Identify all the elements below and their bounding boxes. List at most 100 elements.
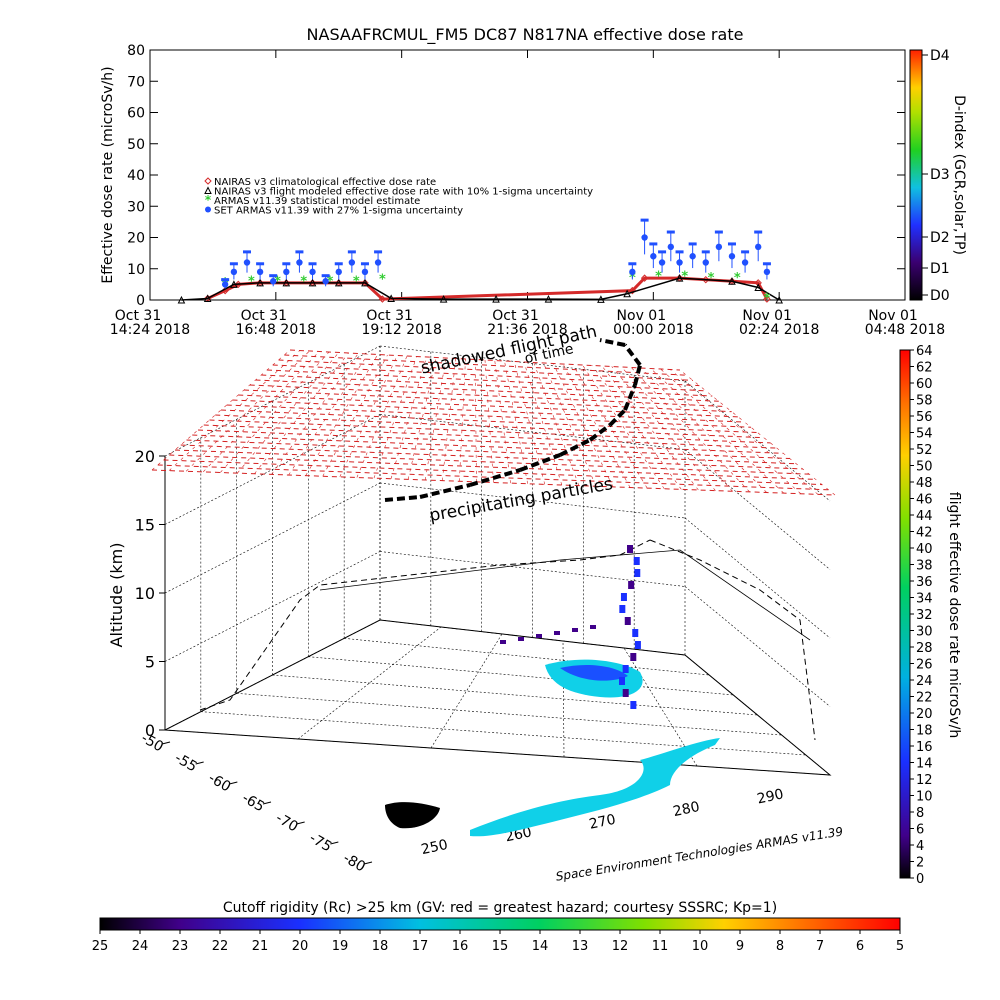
data-point [741, 259, 749, 266]
lat-tick [161, 741, 171, 745]
legend-label: ARMAS v11.39 statistical model estimate [214, 196, 420, 207]
particle-plane-line [373, 356, 418, 479]
data-point: * [353, 274, 360, 289]
top-y-axis: 0 10 20 30 40 50 60 70 80 [127, 43, 905, 309]
particle-plane-line [611, 366, 716, 491]
colorbar-tick-label: 36 [916, 575, 933, 590]
y-tick-label: 70 [127, 74, 145, 90]
colorbar-tick-label: 44 [916, 509, 933, 524]
colorbar-tick-label: 2 [916, 856, 924, 871]
colorbar-tick-label: 13 [572, 939, 589, 954]
lon-tick-label: 280 [672, 799, 701, 820]
lat-tick-label: -65 [239, 790, 267, 815]
particle-plane-line [272, 364, 700, 387]
y-tick-label: 10 [127, 262, 145, 278]
data-point [230, 280, 238, 288]
dose-marker [630, 701, 637, 709]
x-tick-label: Nov 01 [868, 308, 918, 324]
error-cap [334, 262, 343, 266]
error-cap [741, 250, 750, 254]
error-cap [229, 262, 238, 266]
altitude-tick-label: 15 [135, 516, 155, 535]
error-cap [374, 250, 383, 254]
data-point [322, 278, 329, 285]
colorbar-tick-label: D0 [930, 288, 950, 304]
dindex-colorbar-label: D-index (GCR,solar,TP) [951, 95, 967, 255]
data-point [378, 295, 387, 303]
x-tick-label: Oct 31 [115, 308, 161, 324]
colorbar-tick-label: 20 [916, 707, 933, 722]
floor-gridline [562, 640, 565, 758]
particle-plane-line [288, 353, 369, 476]
legend-marker [204, 177, 212, 185]
flight-track-segment [559, 438, 591, 457]
colorbar-tick-label: 16 [452, 939, 469, 954]
colorbar-tick-label: 17 [412, 939, 429, 954]
particle-plane-line [543, 362, 597, 487]
data-point [334, 278, 343, 287]
altitude-tick-label: 0 [145, 721, 155, 740]
x-tick-label: Nov 01 [742, 308, 792, 324]
floor-gridline [200, 711, 806, 756]
rc-colorbar-ticks: 25 24 23 22 21 20 19 18 17 16 15 14 13 12 11 10 9 8 7 6 5 [92, 930, 904, 954]
lat-tick [195, 761, 204, 765]
colorbar-tick-label: 60 [916, 377, 933, 392]
flight-track-projection [319, 549, 811, 641]
particle-plane-line [504, 360, 528, 484]
dose-marker [633, 557, 640, 565]
colorbar-tick-label: 8 [916, 806, 924, 821]
colorbar-tick-label: 15 [492, 939, 509, 954]
error-cap [658, 250, 667, 254]
rc-colorbar-label: Cutoff rigidity (Rc) >25 km (GV: red = g… [223, 900, 777, 916]
flight-track-segment [623, 384, 637, 411]
dose-marker [634, 569, 641, 577]
data-point [296, 259, 303, 266]
colorbar-tick-label: 18 [916, 724, 933, 739]
legend-label: NAIRAS v3 flight modeled effective dose … [214, 187, 593, 198]
series-line [181, 277, 780, 301]
data-point [763, 268, 771, 276]
colorbar-tick-label: 20 [292, 939, 309, 954]
altitude-tick-label: 5 [145, 653, 155, 672]
dose-marker [632, 629, 639, 637]
particle-plane-line [220, 351, 330, 473]
flight-track-segment [469, 468, 521, 487]
x-tick-label: 19:12 2018 [361, 322, 441, 338]
colorbar-tick-label: 50 [916, 460, 933, 475]
error-cap [282, 262, 291, 266]
x-tick-label: 14:24 2018 [110, 322, 190, 338]
floor-frame [163, 619, 832, 776]
particle-plane-line [169, 454, 816, 480]
colorbar-tick-label: 22 [212, 939, 229, 954]
data-point: * [327, 274, 334, 289]
floor-gridline [308, 656, 734, 696]
flight-track-segment [633, 364, 642, 386]
lat-tick [229, 781, 238, 785]
data-point [283, 268, 290, 276]
particle-plane-line [670, 369, 819, 495]
error-cap [242, 250, 251, 254]
data-point [640, 274, 649, 282]
data-point: * [248, 274, 255, 289]
particle-plane-line [679, 369, 836, 496]
data-point [256, 278, 264, 287]
dose-marker [518, 637, 524, 641]
error-cap [628, 262, 637, 266]
x-tick-label: 16:48 2018 [236, 322, 316, 338]
top-y-label: Effective dose rate (microSv/h) [100, 66, 116, 283]
data-point [623, 289, 631, 298]
colorbar-tick-label: 16 [916, 740, 933, 755]
data-point: * [681, 270, 688, 285]
dose-marker [630, 653, 637, 661]
colorbar-tick-label: 24 [132, 939, 149, 954]
data-point [754, 243, 762, 251]
particle-plane-line [592, 365, 682, 490]
lat-tick-label: -50 [138, 730, 166, 755]
lat-tick-label: -70 [273, 810, 301, 835]
error-cap [675, 250, 684, 254]
dose-marker [619, 677, 626, 685]
data-point [348, 259, 356, 266]
dose-marker [500, 640, 506, 644]
wall-gridline [684, 517, 831, 639]
